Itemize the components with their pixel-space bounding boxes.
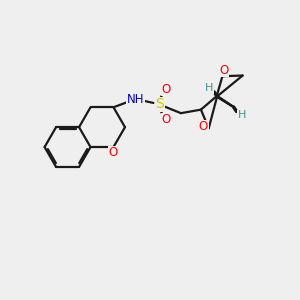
Text: O: O <box>199 120 208 134</box>
Text: NH: NH <box>127 92 144 106</box>
Text: O: O <box>109 146 118 159</box>
Text: O: O <box>219 64 229 77</box>
Text: O: O <box>162 82 171 95</box>
Text: H: H <box>238 110 246 120</box>
Text: O: O <box>162 113 171 126</box>
Text: S: S <box>155 97 164 111</box>
Text: H: H <box>205 83 213 93</box>
